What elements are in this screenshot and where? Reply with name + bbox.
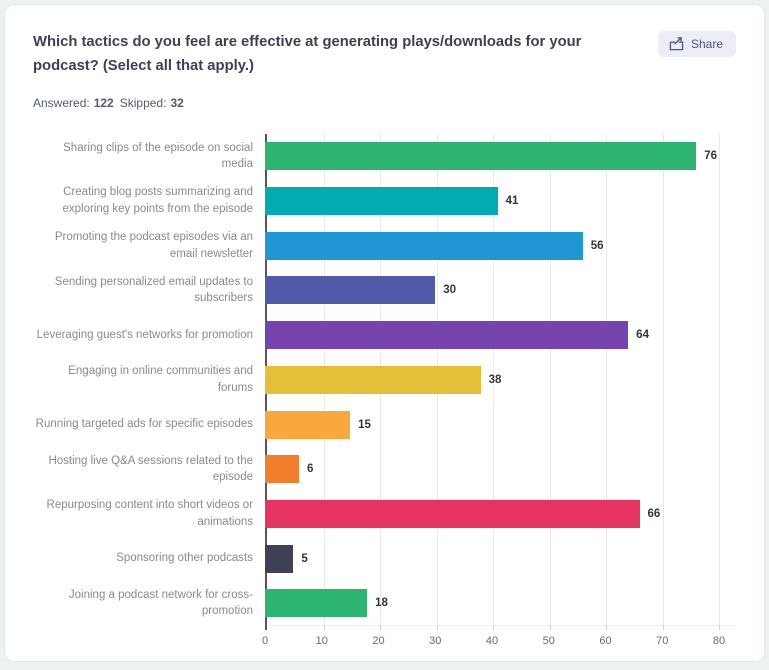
axis-tick bbox=[549, 624, 551, 630]
axis-tick bbox=[606, 624, 608, 630]
x-tick-label: 40 bbox=[485, 634, 499, 647]
skipped-label: Skipped: bbox=[119, 95, 167, 110]
skipped-count: 32 bbox=[170, 95, 184, 110]
bar-value-label: 76 bbox=[704, 150, 718, 163]
bar-track: 18 bbox=[265, 581, 736, 626]
x-tick-label: 60 bbox=[599, 634, 612, 647]
share-button[interactable]: Share bbox=[657, 31, 736, 57]
axis-tick bbox=[436, 624, 438, 630]
x-tick-label: 0 bbox=[261, 634, 269, 647]
answered-count: 122 bbox=[93, 95, 114, 110]
chart-row: Sharing clips of the episode on social m… bbox=[33, 134, 736, 179]
category-label: Leveraging guest's networks for promotio… bbox=[36, 328, 253, 341]
category-label: Sponsoring other podcasts bbox=[116, 552, 253, 565]
bar-value-label: 30 bbox=[443, 284, 457, 297]
bar-value-label: 66 bbox=[647, 508, 661, 521]
axis-tick bbox=[493, 624, 495, 630]
chart-row: Joining a podcast network for cross-prom… bbox=[33, 581, 736, 626]
bar bbox=[265, 500, 640, 529]
bar-chart: Sharing clips of the episode on social m… bbox=[33, 133, 736, 661]
bar bbox=[265, 321, 629, 350]
bar bbox=[265, 231, 583, 260]
share-button-label: Share bbox=[690, 37, 723, 51]
chart-row: Sending personalized email updates to su… bbox=[33, 268, 736, 313]
bar-track: 76 bbox=[265, 134, 736, 179]
chart-rows: Sharing clips of the episode on social m… bbox=[33, 134, 736, 626]
share-icon bbox=[669, 37, 684, 51]
gridline bbox=[719, 133, 721, 625]
bar bbox=[265, 142, 697, 171]
category-label: Joining a podcast network for cross-prom… bbox=[68, 588, 253, 618]
chart-row: Sponsoring other podcasts 5 bbox=[33, 536, 736, 581]
x-tick-label: 50 bbox=[542, 634, 555, 647]
x-tick-label: 10 bbox=[315, 634, 328, 647]
gridline bbox=[549, 133, 551, 625]
bar bbox=[265, 365, 481, 394]
bar bbox=[265, 187, 498, 216]
bar-value-label: 5 bbox=[301, 552, 308, 565]
chart-row: Leveraging guest's networks for promotio… bbox=[33, 313, 736, 358]
category-label: Creating blog posts summarizing and expl… bbox=[62, 186, 254, 216]
x-tick-label: 30 bbox=[429, 634, 442, 647]
bar-track: 41 bbox=[265, 179, 736, 224]
bar-track: 64 bbox=[265, 313, 736, 358]
x-tick-label: 70 bbox=[656, 634, 669, 647]
category-label: Sharing clips of the episode on social m… bbox=[63, 141, 253, 171]
chart-row: Creating blog posts summarizing and expl… bbox=[33, 179, 736, 224]
category-label: Engaging in online communities and forum… bbox=[68, 365, 253, 394]
category-label: Hosting live Q&A sessions related to the… bbox=[48, 454, 253, 484]
bar-value-label: 38 bbox=[488, 373, 502, 386]
bar-value-label: 6 bbox=[307, 463, 314, 476]
bar-value-label: 18 bbox=[375, 597, 388, 610]
bar-value-label: 41 bbox=[505, 195, 519, 208]
chart-row: Hosting live Q&A sessions related to the… bbox=[33, 447, 736, 492]
x-tick-label: 20 bbox=[372, 634, 385, 647]
bar bbox=[265, 544, 294, 573]
gridline bbox=[662, 133, 664, 625]
bar-value-label: 56 bbox=[590, 239, 604, 252]
bar-value-label: 15 bbox=[358, 418, 371, 431]
bar-track: 38 bbox=[265, 358, 736, 403]
x-tick-label: 80 bbox=[712, 634, 726, 647]
card-header: Which tactics do you feel are effective … bbox=[33, 31, 736, 79]
bar-track: 6 bbox=[265, 447, 736, 492]
bar-track: 30 bbox=[265, 268, 736, 313]
bar-track: 66 bbox=[265, 492, 736, 537]
bar-value-label: 64 bbox=[636, 329, 649, 342]
chart-row: Repurposing content into short videos or… bbox=[33, 492, 736, 537]
axis-tick bbox=[662, 624, 664, 630]
category-label: Promoting the podcast episodes via an em… bbox=[54, 231, 253, 260]
axis-tick bbox=[265, 624, 267, 630]
gridline bbox=[606, 133, 608, 625]
response-stats: Answered: 122 Skipped: 32 bbox=[33, 96, 736, 110]
chart-row: Promoting the podcast episodes via an em… bbox=[33, 223, 736, 268]
question-title: Which tactics do you feel are effective … bbox=[33, 34, 582, 74]
x-axis-labels: 0 10 20 30 40 50 60 70 80 bbox=[261, 634, 736, 661]
gridline bbox=[493, 133, 495, 625]
answered-label: Answered: bbox=[33, 95, 90, 110]
chart-row: Engaging in online communities and forum… bbox=[33, 358, 736, 403]
axis-tick bbox=[719, 624, 721, 630]
category-label: Running targeted ads for specific episod… bbox=[35, 418, 253, 431]
category-label: Sending personalized email updates to su… bbox=[54, 275, 253, 305]
bar-track: 56 bbox=[265, 223, 736, 268]
bar-track: 5 bbox=[265, 536, 736, 581]
bar bbox=[265, 589, 368, 618]
survey-result-card: Which tactics do you feel are effective … bbox=[4, 4, 765, 662]
axis-tick bbox=[323, 624, 325, 630]
axis-tick bbox=[380, 624, 381, 630]
chart-row: Running targeted ads for specific episod… bbox=[33, 402, 736, 447]
bar bbox=[265, 455, 300, 484]
bar-track: 15 bbox=[265, 402, 736, 447]
bar bbox=[265, 276, 436, 305]
bar bbox=[265, 410, 351, 439]
category-label: Repurposing content into short videos or… bbox=[46, 499, 253, 529]
